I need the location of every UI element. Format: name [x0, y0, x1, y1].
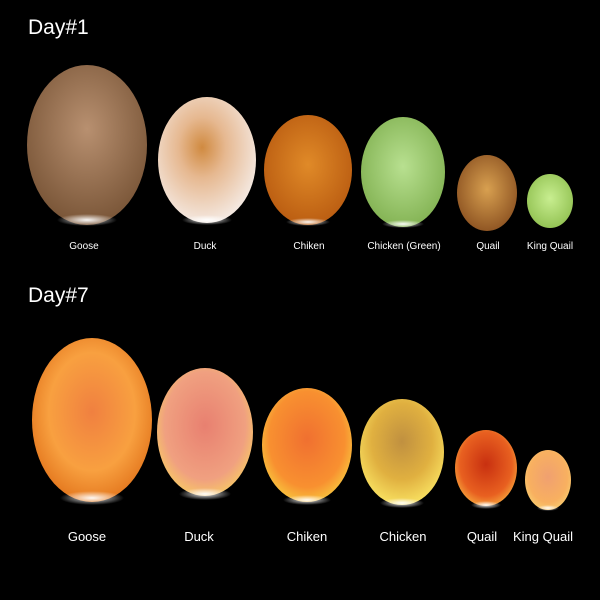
egg-label: Duck	[184, 529, 214, 544]
egg-label: Duck	[194, 241, 218, 252]
egg-label: King Quail	[513, 529, 573, 544]
section-title: Day#7	[28, 284, 89, 307]
egg-label: Chiken	[293, 241, 324, 252]
egg-label: Goose	[68, 529, 106, 544]
egg-label: King Quail	[527, 241, 573, 252]
egg-label: Chiken	[287, 529, 327, 544]
eggs-day7	[32, 338, 571, 511]
egg-label: Goose	[69, 241, 99, 252]
eggs-day1	[27, 65, 573, 231]
egg-label: Quail	[467, 529, 497, 544]
section-title: Day#1	[28, 16, 89, 39]
egg-label: Chicken (Green)	[367, 241, 440, 252]
egg-label: Chicken	[380, 529, 427, 544]
egg-label: Quail	[476, 241, 499, 252]
